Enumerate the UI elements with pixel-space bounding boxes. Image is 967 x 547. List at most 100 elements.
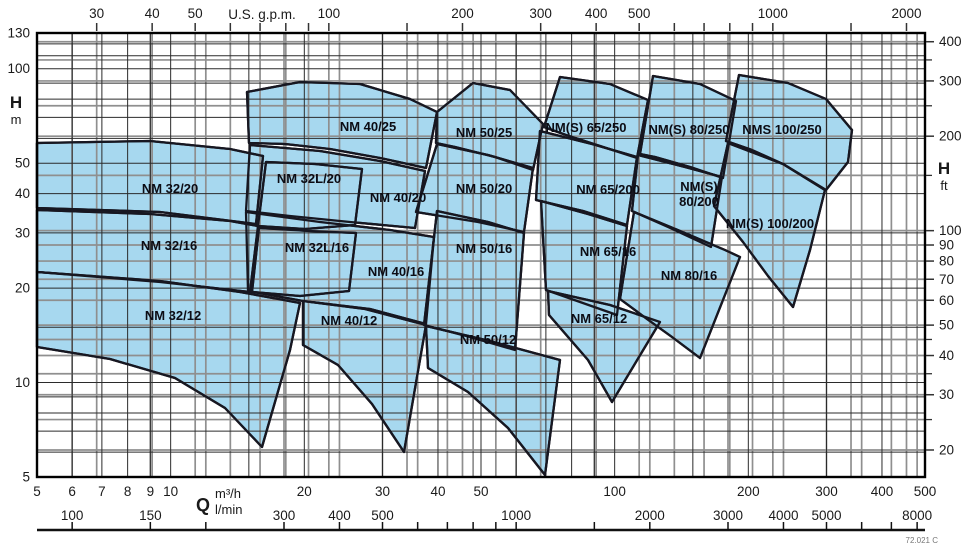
region-outline-nms-80-200 xyxy=(630,153,724,249)
bottom-axis-m3h-label-40: 40 xyxy=(430,484,445,499)
top-axis-label-40: 40 xyxy=(145,6,160,21)
lmin-axis-label-8000: 8000 xyxy=(902,508,932,523)
region-label-nm-50-20: NM 50/20 xyxy=(456,181,512,196)
left-axis-label-20: 20 xyxy=(15,281,30,296)
right-axis-label-400: 400 xyxy=(939,34,962,49)
top-axis-label-50: 50 xyxy=(188,6,203,21)
region-label-nm-32-16: NM 32/16 xyxy=(141,238,197,253)
region-label-nms-65-250: NM(S) 65/250 xyxy=(546,120,627,135)
lmin-axis-label-1000: 1000 xyxy=(501,508,531,523)
bottom-axis-m3h-label-30: 30 xyxy=(375,484,390,499)
bottom-axis-lmin-unit: l/min xyxy=(215,502,242,517)
region-outline-nm-50-12 xyxy=(424,324,562,477)
lmin-axis-label-300: 300 xyxy=(273,508,296,523)
plot-frame xyxy=(35,31,927,479)
region-labels-layer: NM 40/20 NM 40/16 NM 32/20 NM 32/16 NM 32/12… xyxy=(141,119,822,347)
region-label-nms-100-250: NMS 100/250 xyxy=(742,122,822,137)
region-label-nm-50-25: NM 50/25 xyxy=(456,125,512,140)
region-label-nm-40-12: NM 40/12 xyxy=(321,313,377,328)
bottom-axis-m3h-label-100: 100 xyxy=(603,484,626,499)
top-axis-label-300: 300 xyxy=(529,6,552,21)
bottom-axis-m3h-label-500: 500 xyxy=(914,484,937,499)
bottom-axis-m3h-label-5: 5 xyxy=(33,484,41,499)
lmin-axis-label-500: 500 xyxy=(371,508,394,523)
right-axis-label-300: 300 xyxy=(939,73,962,88)
region-outline-nm-40-25 xyxy=(245,80,439,170)
region-outline-nm-65-16 xyxy=(539,199,629,317)
top-axis-label-30: 30 xyxy=(89,6,104,21)
region-label-nm-32-12: NM 32/12 xyxy=(145,308,201,323)
region-outline-nms-100-250 xyxy=(724,73,854,192)
right-axis-label-40: 40 xyxy=(939,348,954,363)
drawing-reference: 72.021 C xyxy=(906,536,939,545)
right-axis-label-60: 60 xyxy=(939,293,954,308)
right-axis-label-50: 50 xyxy=(939,318,954,333)
region-label-nm-50-12: NM 50/12 xyxy=(460,332,516,347)
bottom-axis-m3h-label-50: 50 xyxy=(473,484,488,499)
region-label-nm-40-16: NM 40/16 xyxy=(368,264,424,279)
region-outlines-layer xyxy=(35,73,854,477)
region-label-nms-80-200: 80/200 xyxy=(679,194,719,209)
top-axis-label-1000: 1000 xyxy=(758,6,788,21)
right-axis-letter: H xyxy=(938,159,950,178)
region-label-nm-32l-16: NM 32L/16 xyxy=(285,240,349,255)
bottom-axis-m3h-label-10: 10 xyxy=(163,484,178,499)
top-axis-title: U.S. g.p.m. xyxy=(228,7,296,22)
right-axis-label-90: 90 xyxy=(939,238,954,253)
region-outline-nm-32-12 xyxy=(35,270,302,449)
left-axis-label-30: 30 xyxy=(15,225,30,240)
bottom-axis-m3h-label-9: 9 xyxy=(147,484,155,499)
region-outline-nms-100-200 xyxy=(712,141,827,309)
bottom-axis-m3h-label-200: 200 xyxy=(737,484,760,499)
region-label-nm-65-200: NM 65/200 xyxy=(576,182,640,197)
region-outline-nm-32-20 xyxy=(35,139,265,226)
region-label-nm-32l-20: NM 32L/20 xyxy=(277,171,341,186)
region-label-nm-65-12: NM 65/12 xyxy=(571,311,627,326)
right-axis-label-70: 70 xyxy=(939,272,954,287)
region-outline-nm-32l-20 xyxy=(256,160,364,231)
left-axis-letter: H xyxy=(10,93,22,112)
right-axis-unit: ft xyxy=(940,178,948,193)
right-axis-label-30: 30 xyxy=(939,387,954,402)
left-axis-label-10: 10 xyxy=(15,375,30,390)
region-outline-nm-40-12 xyxy=(301,299,428,454)
left-axis-label-40: 40 xyxy=(15,186,30,201)
axis-ticks-layer: 30 40 50 100 200 300 400 500 1000 2000 130 100 50 40 3… xyxy=(7,6,962,532)
top-axis-label-2000: 2000 xyxy=(891,6,921,21)
top-axis-label-400: 400 xyxy=(585,6,608,21)
region-label-nm-65-16: NM 65/16 xyxy=(580,244,636,259)
region-label-nm-80-16: NM 80/16 xyxy=(661,268,717,283)
lmin-axis-label-4000: 4000 xyxy=(768,508,798,523)
top-axis-label-100: 100 xyxy=(318,6,341,21)
region-outline-nm-32l-16 xyxy=(250,226,358,298)
region-outline-nm-65-12 xyxy=(546,289,662,404)
lmin-axis-label-5000: 5000 xyxy=(811,508,841,523)
region-label-nm-50-16: NM 50/16 xyxy=(456,241,512,256)
bottom-axis-m3h-label-8: 8 xyxy=(124,484,132,499)
region-label-nm-32-20: NM 32/20 xyxy=(142,181,198,196)
right-axis-label-80: 80 xyxy=(939,254,954,269)
right-axis-label-20: 20 xyxy=(939,442,954,457)
lmin-axis-label-2000: 2000 xyxy=(635,508,665,523)
bottom-axis-m3h-unit: m³/h xyxy=(215,486,241,501)
top-axis-label-200: 200 xyxy=(451,6,474,21)
region-label-nms-80-200: NM(S) xyxy=(680,179,718,194)
region-label-nms-100-200: NM(S) 100/200 xyxy=(726,216,814,231)
left-axis-label-130: 130 xyxy=(7,25,30,40)
lmin-axis-label-150: 150 xyxy=(139,508,162,523)
bottom-axis-m3h-label-20: 20 xyxy=(297,484,312,499)
lmin-axis-label-100: 100 xyxy=(61,508,84,523)
left-axis-label-100: 100 xyxy=(7,61,30,76)
region-label-nm-40-25: NM 40/25 xyxy=(340,119,396,134)
right-axis-label-200: 200 xyxy=(939,129,962,144)
bottom-axis-m3h-label-400: 400 xyxy=(871,484,894,499)
lmin-axis-label-3000: 3000 xyxy=(713,508,743,523)
bottom-axis-m3h-label-6: 6 xyxy=(68,484,76,499)
bottom-axis-m3h-label-7: 7 xyxy=(98,484,106,499)
bottom-axis-q-letter: Q xyxy=(196,495,210,515)
right-axis-label-100: 100 xyxy=(939,223,962,238)
lmin-axis-label-400: 400 xyxy=(328,508,351,523)
top-axis-label-500: 500 xyxy=(628,6,651,21)
